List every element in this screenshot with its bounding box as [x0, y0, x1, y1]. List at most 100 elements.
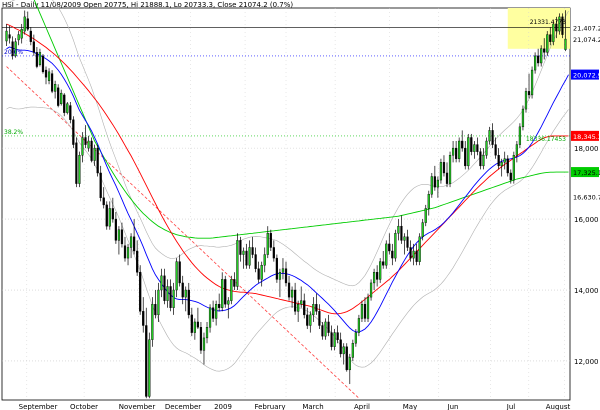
candle-body: [482, 155, 485, 167]
candle-body: [284, 268, 288, 284]
highlight-box: [507, 8, 570, 49]
candle-body: [181, 282, 184, 298]
y-tick-label: 18,000: [574, 145, 599, 153]
candle-body: [72, 119, 75, 145]
x-tick-label: Jun: [447, 403, 459, 410]
candle-body: [461, 140, 464, 149]
candle-body: [406, 236, 409, 248]
y-tick-label: 14,000: [574, 287, 599, 295]
candle-body: [123, 245, 127, 259]
candle-body: [564, 38, 567, 50]
candle-body: [5, 30, 8, 42]
candle-body: [32, 41, 35, 53]
annotation-label: 21331.4773: [530, 19, 566, 26]
candle-body: [96, 147, 99, 174]
candle-body: [451, 147, 455, 156]
candle-body: [172, 289, 175, 308]
candle-body: [540, 48, 543, 64]
price-tag: [571, 69, 599, 80]
candle-body: [351, 343, 354, 358]
candle-body: [321, 325, 324, 337]
candle-body: [315, 304, 318, 312]
candle-body: [403, 236, 406, 241]
candle-body: [312, 304, 315, 316]
candle-body: [8, 34, 11, 39]
candle-body: [44, 69, 48, 78]
x-tick-label: February: [254, 403, 285, 410]
candle-body: [260, 264, 263, 280]
candle-body: [54, 84, 57, 92]
candle-body: [281, 268, 285, 273]
candle-body: [324, 321, 327, 337]
candle-body: [448, 155, 452, 184]
candle-body: [102, 197, 105, 206]
candle-body: [372, 272, 376, 284]
candle-body: [132, 236, 136, 252]
candle-body: [266, 233, 269, 255]
candle-body: [400, 225, 403, 241]
x-tick-label: March: [302, 403, 323, 410]
candle-body: [199, 327, 203, 351]
candle-body: [297, 304, 300, 312]
chart-title: HSI - Daily 11/08/2009 Open 20775, Hi 21…: [2, 1, 294, 9]
price-tag-label: 21,407.2: [573, 24, 600, 32]
candle-body: [196, 321, 200, 328]
x-tick-label: August: [546, 403, 571, 410]
candle-body: [129, 236, 133, 248]
candle-body: [248, 247, 251, 266]
candle-body: [126, 247, 130, 259]
candle-body: [90, 140, 93, 161]
candle-body: [369, 282, 373, 298]
price-tag: [571, 34, 599, 45]
candle-body: [309, 314, 312, 326]
candle-body: [230, 279, 233, 301]
candle-body: [436, 179, 440, 188]
candle-body: [224, 279, 227, 305]
candle-body: [421, 222, 424, 238]
candle-body: [412, 250, 415, 259]
candle-body: [239, 240, 242, 255]
candle-body: [415, 250, 418, 262]
candle-body: [69, 105, 72, 120]
candle-body: [327, 321, 330, 333]
candle-body: [227, 300, 230, 305]
candle-body: [342, 346, 345, 355]
bollinger-upper: [6, 0, 569, 287]
price-tag-label: 20,072.9: [573, 72, 600, 80]
candle-body: [193, 321, 196, 333]
candle-body: [500, 162, 503, 167]
candle-body: [409, 247, 412, 259]
candle-body: [442, 162, 446, 174]
candle-body: [294, 289, 297, 312]
candle-body: [117, 229, 121, 241]
ma50-line: [6, 23, 569, 315]
candle-body: [345, 346, 348, 371]
candle-body: [263, 254, 266, 266]
candle-body: [251, 247, 254, 255]
candle-body: [208, 307, 212, 328]
candle-body: [78, 155, 81, 184]
candle-body: [546, 34, 549, 53]
price-tag: [571, 22, 599, 33]
annotation-label: 18336.17453: [526, 136, 566, 143]
price-tag: [571, 191, 599, 202]
candle-body: [215, 304, 218, 319]
candle-body: [163, 275, 166, 301]
candle-body: [47, 71, 51, 81]
candle-body: [17, 34, 20, 41]
candle-body: [552, 23, 555, 42]
price-tag-label: 17,325.1: [573, 169, 600, 177]
candle-body: [336, 332, 339, 340]
candle-body: [470, 137, 473, 152]
candle-body: [473, 144, 476, 152]
candle-body: [290, 289, 294, 298]
trendline: [6, 66, 360, 399]
candle-body: [366, 296, 370, 319]
candle-body: [363, 304, 367, 319]
candle-body: [99, 172, 102, 198]
candle-body: [382, 261, 385, 266]
candle-body: [512, 155, 515, 181]
candle-body: [245, 250, 248, 266]
candle-body: [530, 69, 534, 96]
